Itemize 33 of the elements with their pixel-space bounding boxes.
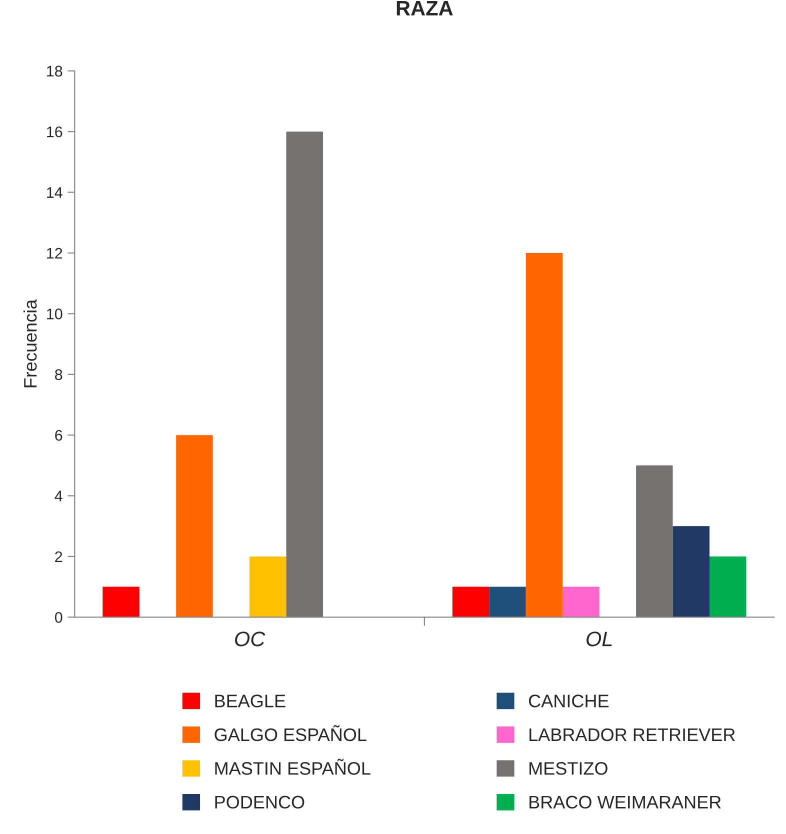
y-axis-title: Frecuencia	[23, 299, 37, 388]
bar	[489, 586, 526, 618]
legend-label: MASTIN ESPAÑOL	[215, 758, 370, 775]
legend-label: PODENCO	[215, 796, 304, 809]
legend-label: GALGO ESPAÑOL	[214, 725, 366, 742]
x-tick-label: OC	[235, 632, 266, 646]
bar	[250, 556, 286, 618]
y-tick-label: 6	[55, 430, 62, 441]
bar	[562, 586, 600, 618]
y-tick-label: 18	[47, 66, 62, 77]
legend-label: CANICHE	[528, 694, 609, 708]
legend-label: MESTIZO	[530, 762, 608, 775]
y-tick-label: 12	[47, 248, 62, 259]
legend-label: BRACO WEIMARANER	[530, 796, 721, 809]
bar	[176, 435, 213, 618]
y-tick-label: 0	[54, 612, 62, 623]
bar	[672, 526, 710, 618]
bar	[102, 586, 140, 618]
bar	[710, 556, 746, 618]
y-tick-label: 14	[47, 187, 62, 198]
y-tick-label: 10	[47, 308, 62, 320]
x-tick-label: OL	[586, 632, 612, 646]
bar	[286, 132, 324, 618]
y-tick-label: 2	[55, 551, 62, 562]
chart-title: RAZA	[396, 1, 453, 16]
bar	[636, 465, 673, 618]
y-tick-label: 4	[54, 490, 62, 502]
y-tick-label: 16	[47, 126, 62, 138]
legend-label: BEAGLE	[215, 694, 286, 708]
y-tick-label: 8	[55, 369, 62, 380]
legend-label: LABRADOR RETRIEVER	[530, 728, 735, 742]
bar	[526, 252, 563, 618]
bar	[452, 586, 490, 618]
